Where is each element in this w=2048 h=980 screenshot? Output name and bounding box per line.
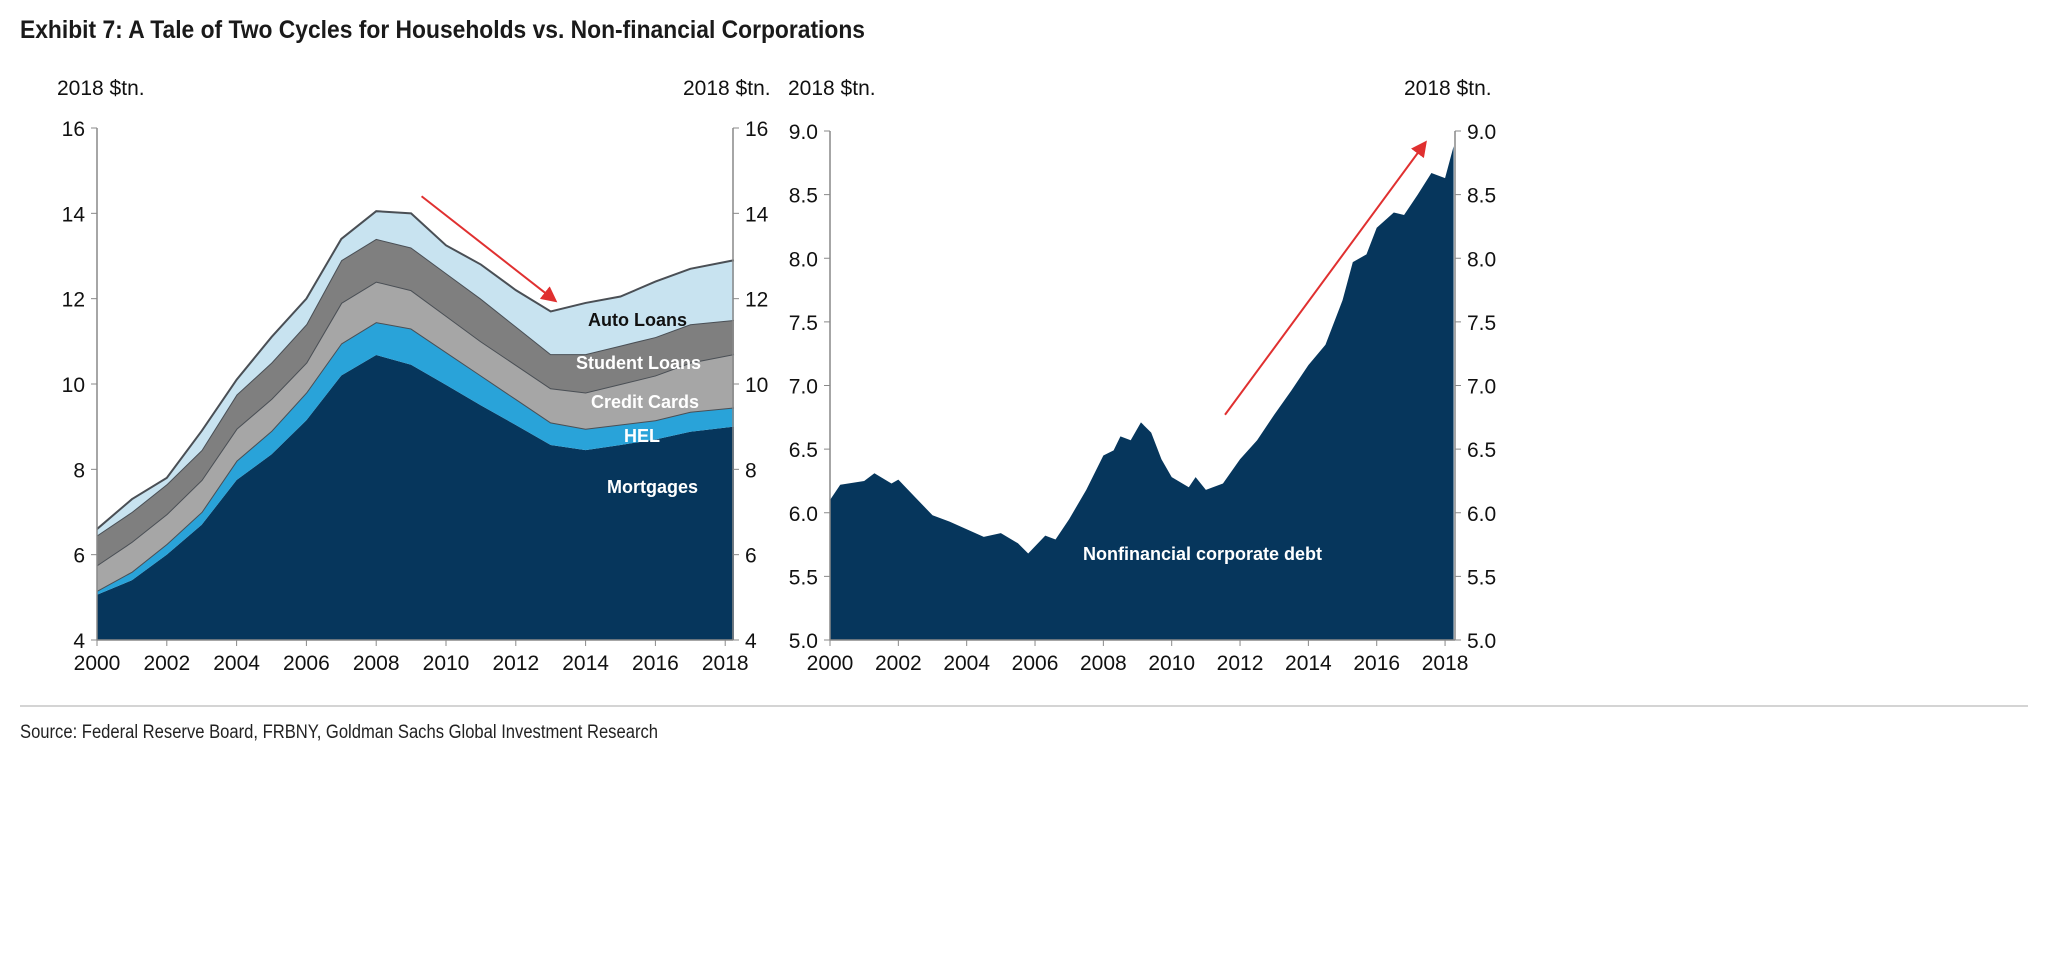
y-tick-label-right: 9.0 xyxy=(1467,121,1496,144)
x-tick-label: 2010 xyxy=(1148,652,1195,675)
y-tick-label-right: 16 xyxy=(745,118,768,141)
corporate-debt-chart: 2000 2002 2004 2006 2008 2010 2012 2014 2016 2018… xyxy=(788,77,1496,675)
x-tick-label: 2004 xyxy=(213,652,260,675)
y-tick-label-left: 6.5 xyxy=(789,439,818,462)
x-tick-label: 2006 xyxy=(283,652,330,675)
y-tick-label-left: 8.5 xyxy=(789,185,818,208)
y-tick-label-right: 10 xyxy=(745,374,768,397)
x-tick-label: 2014 xyxy=(562,652,609,675)
left-y-unit-right: 2018 $tn. xyxy=(683,77,771,100)
right-y-unit-left: 2018 $tn. xyxy=(788,77,876,100)
label-student-loans: Student Loans xyxy=(576,353,701,373)
x-tick-label: 2018 xyxy=(1422,652,1469,675)
y-tick-label-left: 8 xyxy=(73,459,85,482)
x-tick-label: 2012 xyxy=(492,652,539,675)
area-mortgages xyxy=(97,354,734,640)
y-tick-label-right: 4 xyxy=(745,630,757,653)
x-tick-label: 2000 xyxy=(74,652,121,675)
outline-auto-loans xyxy=(96,210,735,530)
y-tick-label-left: 10 xyxy=(62,374,85,397)
y-tick-label-left: 8.0 xyxy=(789,248,818,271)
label-credit-cards: Credit Cards xyxy=(591,392,699,412)
left-y-unit-left: 2018 $tn. xyxy=(57,77,145,100)
y-tick-label-left: 12 xyxy=(62,289,85,312)
source-note: Source: Federal Reserve Board, FRBNY, Go… xyxy=(20,722,658,743)
x-tick-label: 2010 xyxy=(423,652,470,675)
figure-title: Exhibit 7: A Tale of Two Cycles for Hous… xyxy=(20,16,865,44)
y-tick-label-left: 5.0 xyxy=(789,630,818,653)
y-tick-label-right: 5.0 xyxy=(1467,630,1496,653)
x-tick-label: 2002 xyxy=(875,652,922,675)
y-tick-label-left: 4 xyxy=(73,630,85,653)
y-tick-label-left: 5.5 xyxy=(789,566,818,589)
label-auto-loans: Auto Loans xyxy=(588,310,687,330)
y-tick-label-right: 6.5 xyxy=(1467,439,1496,462)
area-corporate-debt xyxy=(830,146,1454,640)
x-tick-label: 2008 xyxy=(353,652,400,675)
y-tick-label-left: 6.0 xyxy=(789,503,818,526)
x-tick-label: 2006 xyxy=(1012,652,1059,675)
label-corporate-debt: Nonfinancial corporate debt xyxy=(1083,544,1322,564)
x-tick-label: 2016 xyxy=(632,652,679,675)
trend-arrow-down xyxy=(420,195,558,303)
x-tick-label: 2000 xyxy=(807,652,854,675)
household-debt-chart: 2000 2002 2004 2006 2008 2010 2012 2014 2016 2018… xyxy=(57,77,771,675)
trend-arrow-up xyxy=(1224,140,1427,416)
x-tick-label: 2012 xyxy=(1217,652,1264,675)
y-tick-label-right: 7.0 xyxy=(1467,376,1496,399)
x-tick-label: 2016 xyxy=(1353,652,1400,675)
x-tick-label: 2004 xyxy=(943,652,990,675)
y-tick-label-right: 6 xyxy=(745,545,757,568)
y-tick-label-right: 8.5 xyxy=(1467,185,1496,208)
y-tick-label-left: 14 xyxy=(62,203,86,226)
label-hel: HEL xyxy=(624,426,660,446)
x-tick-label: 2002 xyxy=(143,652,190,675)
x-tick-label: 2008 xyxy=(1080,652,1127,675)
x-tick-label: 2018 xyxy=(702,652,749,675)
y-tick-label-left: 16 xyxy=(62,118,85,141)
y-tick-label-right: 5.5 xyxy=(1467,566,1496,589)
y-tick-label-left: 7.5 xyxy=(789,312,818,335)
y-tick-label-left: 6 xyxy=(73,545,85,568)
y-tick-label-right: 8 xyxy=(745,459,757,482)
y-tick-label-right: 6.0 xyxy=(1467,503,1496,526)
y-tick-label-left: 9.0 xyxy=(789,121,818,144)
right-y-unit-right: 2018 $tn. xyxy=(1404,77,1492,100)
y-tick-label-right: 12 xyxy=(745,289,768,312)
y-tick-label-right: 8.0 xyxy=(1467,248,1496,271)
x-tick-label: 2014 xyxy=(1285,652,1332,675)
label-mortgages: Mortgages xyxy=(607,477,698,497)
y-tick-label-right: 7.5 xyxy=(1467,312,1496,335)
y-tick-label-left: 7.0 xyxy=(789,376,818,399)
y-tick-label-right: 14 xyxy=(745,203,769,226)
